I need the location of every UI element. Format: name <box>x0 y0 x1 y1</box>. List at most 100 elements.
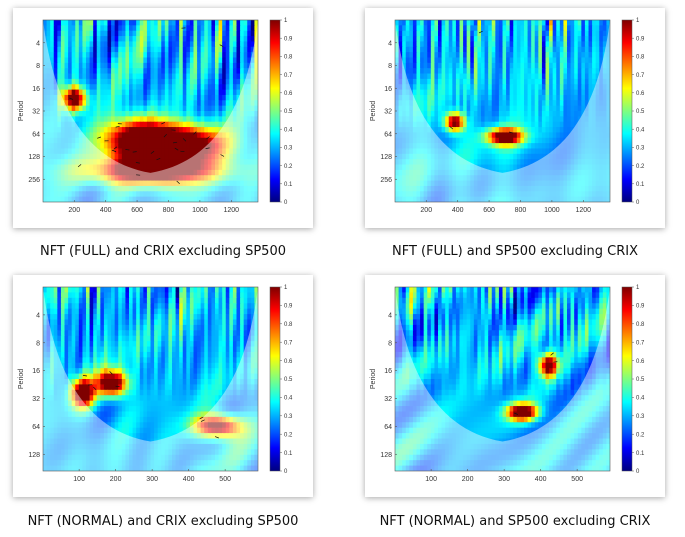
heatmap-cell <box>172 164 177 171</box>
heatmap-cell <box>103 127 109 134</box>
heatmap-cell <box>100 46 105 53</box>
heatmap-cell <box>172 25 177 32</box>
heatmap-cell <box>182 62 187 69</box>
heatmap-cell <box>222 292 227 299</box>
heatmap-cell <box>534 175 539 182</box>
heatmap-cell <box>229 324 234 331</box>
heatmap-cell <box>236 132 241 139</box>
heatmap-cell <box>577 180 582 187</box>
heatmap-cell <box>545 137 550 144</box>
heatmap-cell <box>89 84 94 91</box>
heatmap-cell <box>405 175 410 182</box>
heatmap-cell <box>200 159 205 166</box>
heatmap-cell <box>129 159 134 166</box>
heatmap-cell <box>524 137 529 144</box>
heatmap-cell <box>182 180 187 187</box>
heatmap-cell <box>581 84 586 91</box>
heatmap-cell <box>405 52 410 59</box>
heatmap-cell <box>556 46 561 53</box>
heatmap-cell <box>43 324 48 331</box>
heatmap-cell <box>172 175 177 182</box>
heatmap-cell <box>513 169 518 176</box>
heatmap-cell <box>121 78 127 85</box>
heatmap-cell <box>179 127 184 134</box>
heatmap-cell <box>534 196 539 202</box>
heatmap-cell <box>175 185 180 192</box>
heatmap-cell <box>395 41 400 48</box>
heatmap-cell <box>232 78 238 85</box>
heatmap-cell <box>516 36 522 43</box>
heatmap-cell <box>481 30 486 37</box>
heatmap-cell <box>592 41 597 48</box>
heatmap-cell <box>427 73 432 80</box>
heatmap-cell <box>481 20 486 26</box>
heatmap-cell <box>186 73 191 80</box>
heatmap-cell <box>448 36 453 43</box>
heatmap-cell <box>60 175 66 182</box>
heatmap-cell <box>506 191 511 198</box>
heatmap-cell <box>466 78 471 85</box>
heatmap-cell <box>477 57 482 64</box>
heatmap-cell <box>68 132 73 139</box>
heatmap-cell <box>154 175 159 182</box>
heatmap-cell <box>86 308 91 315</box>
heatmap-cell <box>549 137 554 144</box>
y-tick-label: 256 <box>380 177 392 184</box>
heatmap-cell <box>146 25 152 32</box>
heatmap-cell <box>236 41 241 48</box>
heatmap-cell <box>175 335 180 342</box>
heatmap-cell <box>114 20 119 26</box>
heatmap-cell <box>484 105 489 112</box>
heatmap-cell <box>179 297 184 304</box>
heatmap-cell <box>445 57 450 64</box>
phase-arrow <box>176 180 180 184</box>
heatmap-cell <box>186 159 191 166</box>
heatmap-cell <box>395 180 400 187</box>
heatmap-cell <box>132 341 137 348</box>
heatmap-cell <box>78 143 84 150</box>
heatmap-cell <box>412 94 418 101</box>
heatmap-cell <box>452 62 457 69</box>
heatmap-cell <box>423 148 428 155</box>
heatmap-cell <box>164 20 170 26</box>
heatmap-cell <box>139 68 144 75</box>
heatmap-cell <box>509 78 514 85</box>
heatmap-cell <box>524 143 529 150</box>
heatmap-cell <box>200 137 205 144</box>
heatmap-cell <box>541 52 547 59</box>
heatmap-cell <box>200 78 205 85</box>
heatmap-cell <box>207 30 213 37</box>
heatmap-cell <box>96 20 101 26</box>
heatmap-cell <box>405 73 410 80</box>
heatmap-cell <box>402 164 407 171</box>
heatmap-cell <box>207 351 213 358</box>
heatmap-cell <box>247 111 252 117</box>
heatmap-cell <box>398 46 403 53</box>
heatmap-cell <box>139 52 144 59</box>
heatmap-cell <box>470 78 475 85</box>
heatmap-cell <box>466 68 471 75</box>
heatmap-cell <box>427 100 432 107</box>
heatmap-cell <box>78 303 84 310</box>
heatmap-cell <box>154 196 159 202</box>
heatmap-cell <box>53 25 58 32</box>
heatmap-cell <box>570 105 575 112</box>
heatmap-cell <box>491 143 496 150</box>
heatmap-cell <box>395 132 400 139</box>
heatmap-cell <box>402 25 407 32</box>
heatmap-cell <box>541 46 547 53</box>
heatmap-cell <box>64 73 69 80</box>
heatmap-cell <box>531 148 536 155</box>
heatmap-cell <box>215 292 220 299</box>
heatmap-cell <box>452 148 457 155</box>
heatmap-cell <box>470 52 475 59</box>
heatmap-cell <box>50 287 55 294</box>
heatmap-cell <box>534 36 539 43</box>
heatmap-cell <box>240 62 245 69</box>
heatmap-cell <box>204 346 209 353</box>
heatmap-cell <box>215 143 220 150</box>
heatmap-cell <box>93 191 98 198</box>
heatmap-cell <box>229 116 234 123</box>
heatmap-cell <box>164 196 170 202</box>
heatmap-cell <box>43 36 48 43</box>
